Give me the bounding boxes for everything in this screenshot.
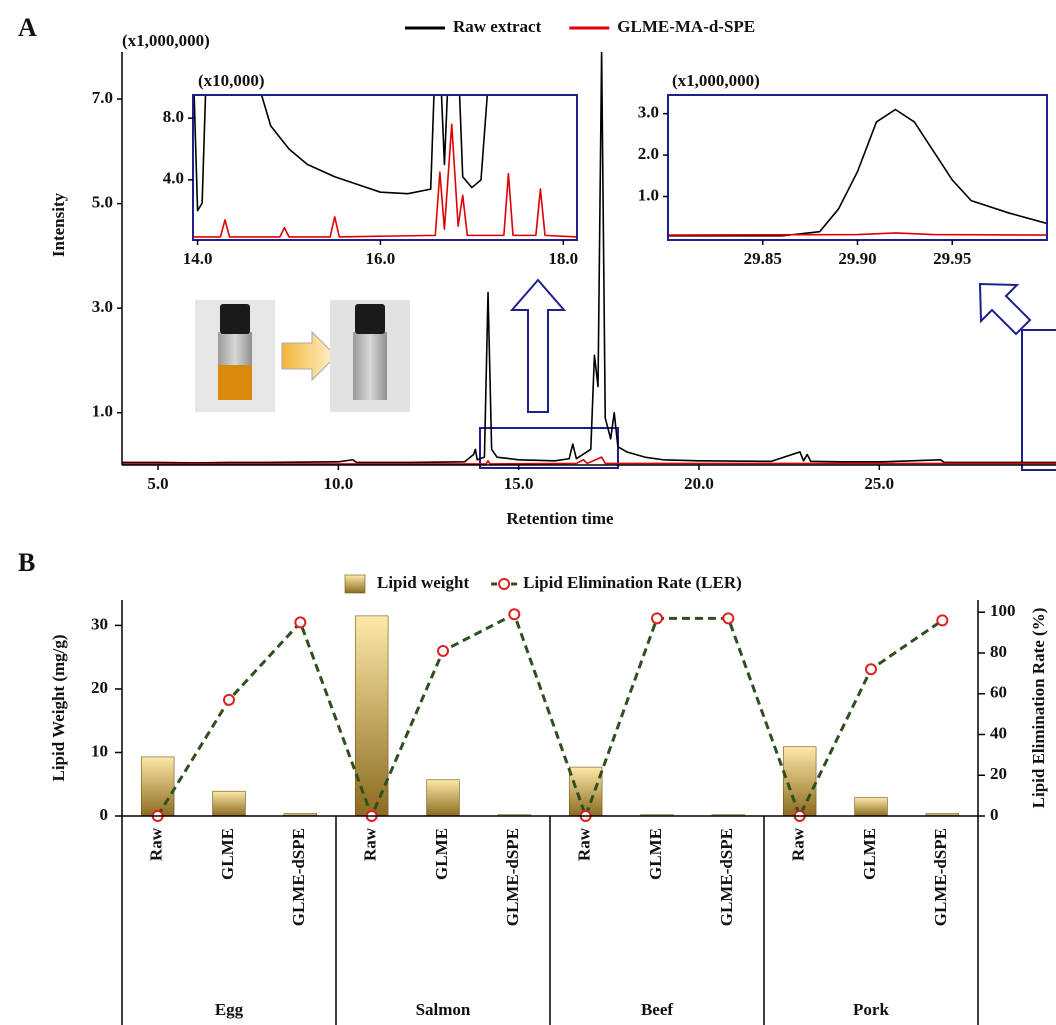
bar [354, 615, 389, 817]
x-tick-label: GLME-dSPE [503, 828, 522, 926]
legend-label: Lipid weight [377, 573, 469, 592]
y-tick-label: 30 [91, 614, 108, 633]
x-tick-label: Raw [147, 827, 166, 861]
y-scale-label: (x1,000,000) [672, 71, 760, 90]
series-line [122, 52, 1056, 464]
line-marker [294, 616, 307, 629]
x-tick-label: GLME-dSPE [289, 828, 308, 926]
legend-label: GLME-MA-d-SPE [617, 17, 755, 36]
vial-clean [330, 300, 410, 412]
y-tick-label: 3.0 [638, 103, 659, 122]
legend-label: Raw extract [453, 17, 542, 36]
inset-frame [193, 95, 577, 240]
line-marker [865, 663, 877, 676]
series-line [668, 108, 1047, 237]
legend-swatch [344, 574, 366, 594]
line-marker [722, 612, 735, 625]
process-arrow [281, 330, 337, 382]
line-marker [936, 614, 949, 627]
x-tick-label: 5.0 [147, 474, 168, 493]
zoom-box [479, 427, 619, 469]
x-tick-label: Raw [575, 827, 594, 861]
y2-tick-label: 40 [990, 723, 1007, 742]
zoom-arrow [509, 278, 567, 413]
y-tick-label: 20 [91, 678, 108, 697]
y-tick-label: 3.0 [92, 297, 113, 316]
y-tick-label: 1.0 [638, 185, 659, 204]
x-tick-label: Raw [789, 827, 808, 861]
y2-tick-label: 20 [990, 764, 1007, 783]
bar [568, 766, 603, 817]
x-tick-label: GLME [860, 828, 879, 880]
y2-tick-label: 60 [990, 683, 1007, 702]
bar [212, 790, 246, 817]
x-axis-label: Retention time [506, 509, 614, 528]
x-tick-label: GLME-dSPE [931, 828, 950, 926]
legend-marker [498, 578, 511, 590]
bar [854, 797, 888, 817]
line-marker [223, 693, 235, 706]
panel-label: B [18, 548, 35, 577]
x-tick-label: 25.0 [864, 474, 894, 493]
x-tick-label: 15.0 [504, 474, 534, 493]
y-tick-label: 1.0 [92, 402, 113, 421]
x-tick-label: 29.95 [933, 249, 971, 268]
series-line [122, 456, 1056, 465]
x-tick-label: GLME [432, 828, 451, 880]
y-tick-label: 0 [100, 805, 109, 824]
series-line [193, 95, 489, 212]
legend-label: Lipid Elimination Rate (LER) [523, 573, 742, 592]
line-marker [508, 608, 521, 621]
bar [426, 779, 460, 817]
x-tick-label: 10.0 [323, 474, 353, 493]
y-tick-label: 8.0 [163, 107, 184, 126]
line-marker [651, 612, 663, 625]
vial-raw [195, 300, 275, 412]
x-tick-label: 16.0 [366, 249, 396, 268]
y-scale-label: (x1,000,000) [122, 31, 210, 50]
x-tick-label: 29.85 [744, 249, 782, 268]
y-scale-label: (x10,000) [198, 71, 265, 90]
y2-tick-label: 0 [990, 805, 999, 824]
x-tick-label: Raw [361, 827, 380, 861]
y-tick-label: 4.0 [163, 169, 184, 188]
x-tick-label: GLME-dSPE [717, 828, 736, 926]
x-tick-label: 14.0 [183, 249, 213, 268]
group-label: Beef [641, 1000, 673, 1019]
y-tick-label: 7.0 [92, 88, 113, 107]
x-tick-label: 20.0 [684, 474, 714, 493]
y2-tick-label: 80 [990, 642, 1007, 661]
y2-tick-label: 100 [990, 601, 1016, 620]
y2-axis-label: Lipid Elimination Rate (%) [1029, 608, 1048, 809]
y-tick-label: 2.0 [638, 144, 659, 163]
group-label: Salmon [416, 1000, 471, 1019]
zoom-arrow [978, 282, 1032, 336]
inset-border [192, 94, 578, 241]
series-line [156, 612, 944, 821]
y-tick-label: 5.0 [92, 193, 113, 212]
x-tick-label: GLME [646, 828, 665, 880]
x-tick-label: 29.90 [838, 249, 876, 268]
series-line [193, 123, 577, 238]
series-line [668, 232, 1047, 236]
bar [782, 746, 817, 817]
x-tick-label: GLME [218, 828, 237, 880]
inset-frame [668, 95, 1047, 240]
group-label: Pork [853, 1000, 889, 1019]
line-marker [437, 644, 449, 657]
panel-label: A [18, 13, 37, 42]
y-tick-label: 10 [91, 741, 108, 760]
bar [140, 756, 175, 817]
y-axis-label: Intensity [49, 192, 68, 257]
y-axis-label: Lipid Weight (mg/g) [49, 634, 68, 781]
zoom-box [1021, 329, 1056, 471]
group-label: Egg [215, 1000, 244, 1019]
x-tick-label: 18.0 [548, 249, 578, 268]
